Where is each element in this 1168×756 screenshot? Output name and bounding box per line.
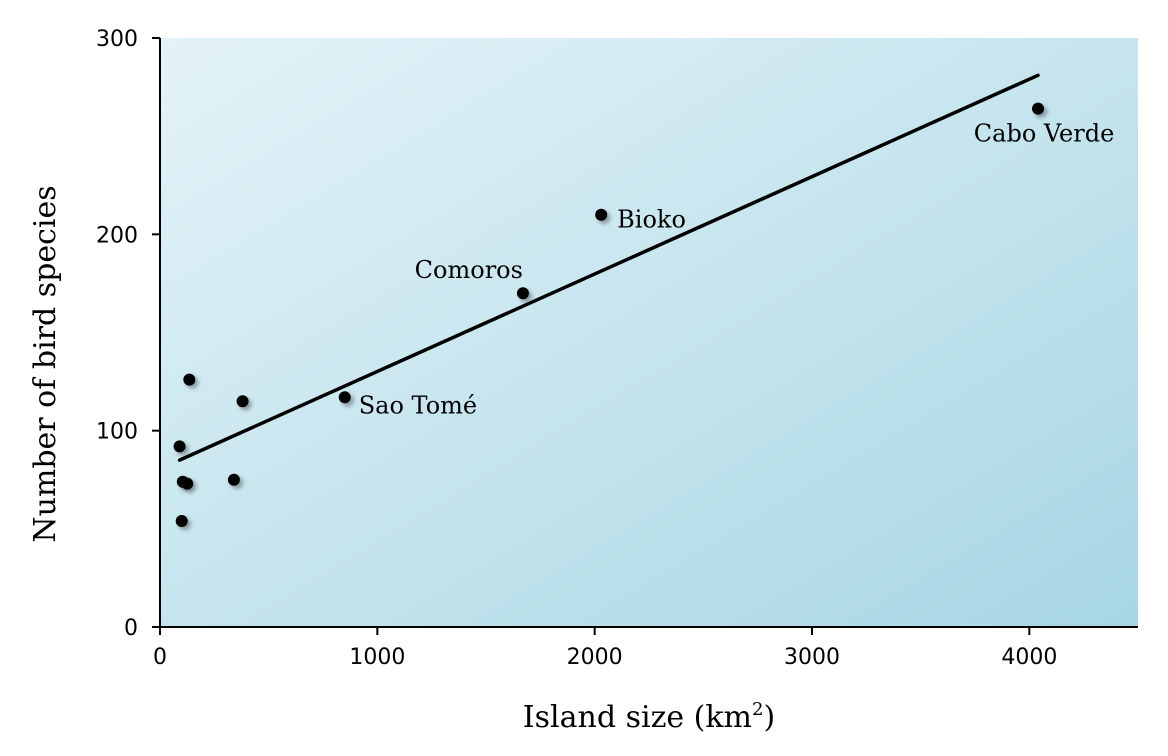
- trend-layer: [177, 73, 1040, 462]
- x-tick-label: 4000: [1001, 645, 1057, 670]
- data-point: [175, 514, 188, 527]
- y-axis-title: Number of bird species: [28, 185, 63, 542]
- x-axis-title: Island size (km2): [523, 699, 775, 735]
- points-layer: [173, 102, 1045, 527]
- data-point: [227, 473, 240, 486]
- x-tick-label: 1000: [349, 645, 405, 670]
- y-tick-label: 0: [124, 616, 138, 641]
- data-point: [236, 395, 249, 408]
- x-tick-label: 3000: [784, 645, 840, 670]
- data-point: [173, 440, 186, 453]
- y-axis: 0 100 200 300: [96, 27, 161, 641]
- x-axis: 0 1000 2000 3000 4000: [153, 626, 1138, 670]
- data-point: [1032, 102, 1045, 115]
- point-label: Cabo Verde: [974, 120, 1114, 148]
- plot-background: [160, 38, 1138, 627]
- x-axis-title-close: ): [763, 700, 775, 735]
- x-tick-label: 0: [153, 645, 167, 670]
- labels-layer: Sao Tomé Comoros Bioko Cabo Verde: [359, 120, 1115, 420]
- x-tick-label: 2000: [567, 645, 623, 670]
- data-point: [338, 391, 351, 404]
- x-axis-title-superscript: 2: [752, 699, 763, 720]
- y-tick-label: 300: [96, 27, 138, 52]
- point-label: Comoros: [415, 256, 523, 284]
- data-point: [595, 208, 608, 221]
- y-tick-label: 200: [96, 223, 138, 248]
- y-tick-label: 100: [96, 420, 138, 445]
- trend-line: [177, 73, 1040, 462]
- data-point: [181, 477, 194, 490]
- data-point: [183, 373, 196, 386]
- data-point: [516, 287, 529, 300]
- point-label: Bioko: [617, 206, 686, 234]
- point-label: Sao Tomé: [359, 391, 477, 419]
